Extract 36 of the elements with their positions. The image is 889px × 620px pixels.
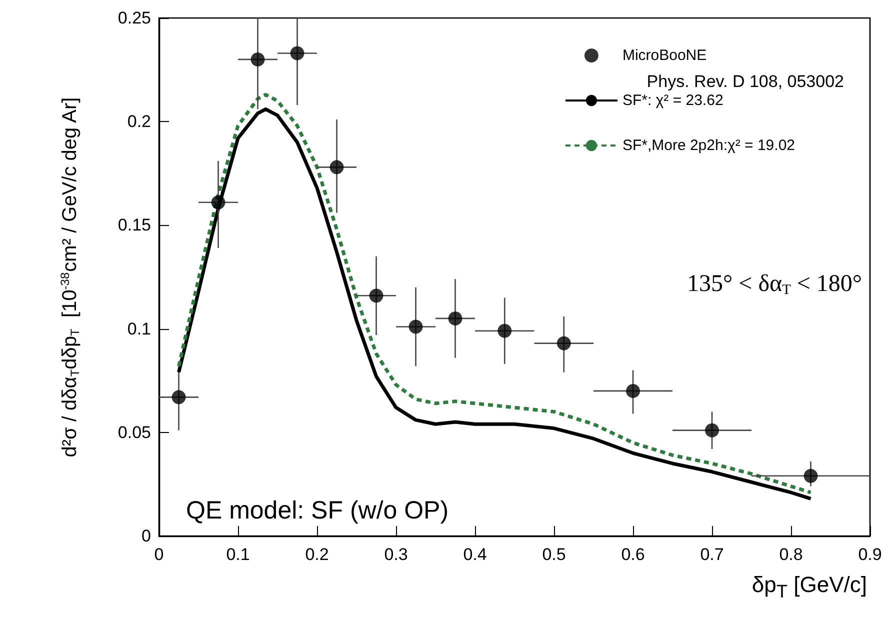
point — [330, 160, 344, 174]
y-tick-label: 0.25 — [118, 8, 151, 28]
x-tick-label: 0 — [154, 545, 164, 564]
y-tick-label: 0.1 — [127, 319, 151, 338]
point — [448, 311, 462, 326]
point — [626, 384, 640, 398]
legend-label: MicroBooNE — [622, 47, 707, 64]
x-tick-label: 0.1 — [226, 545, 250, 564]
point — [369, 288, 384, 303]
y-axis-title: d²σ / dδαTdδpT [10-38cm² / GeV/c deg Ar] — [58, 97, 82, 458]
point — [408, 320, 423, 334]
x-tick-label: 0.3 — [384, 545, 408, 564]
point — [172, 390, 186, 404]
point — [290, 46, 304, 60]
y-tick-label: 0.05 — [118, 422, 151, 442]
legend-label: SF*: χ² = 23.62 — [622, 92, 724, 109]
point — [804, 468, 818, 483]
y-tick-label: 0.15 — [118, 216, 151, 235]
x-tick-label: 0.2 — [305, 545, 329, 564]
x-tick-label: 0.9 — [858, 545, 882, 564]
point — [498, 324, 512, 338]
y-tick-label: 0 — [142, 526, 151, 546]
legend-label: SF*,More 2p2h:χ² = 19.02 — [622, 137, 796, 154]
point — [705, 423, 719, 438]
point — [250, 52, 265, 66]
x-tick-label: 0.6 — [621, 545, 645, 564]
annotation: Phys. Rev. D 108, 053002 — [646, 72, 844, 91]
y-tick-label: 0.2 — [127, 112, 151, 132]
x-tick-label: 0.7 — [700, 545, 724, 564]
point — [556, 336, 571, 350]
x-tick-label: 0.5 — [542, 545, 566, 564]
point — [211, 195, 226, 210]
x-tick-label: 0.4 — [463, 545, 487, 564]
x-tick-label: 0.8 — [779, 545, 803, 564]
annotation: QE model: SF (w/o OP) — [186, 496, 449, 524]
x-axis-title: δp$_{T}$ [GeV/c] — [752, 572, 867, 602]
